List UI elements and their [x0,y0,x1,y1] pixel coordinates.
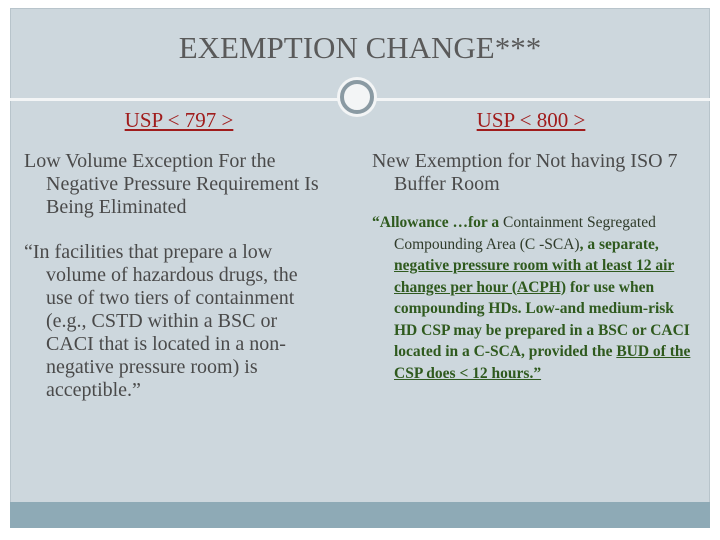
left-column: Low Volume Exception For the Negative Pr… [24,150,324,424]
footer-bar [10,502,710,528]
quote-run: for use when compounding HDs. Low-and me… [394,278,690,361]
bullet-text: Low Volume Exception For the Negative Pr… [24,150,319,218]
right-column: New Exemption for Not having ISO 7 Buffe… [372,150,697,406]
divider-circle [340,80,374,114]
quote-run: Containment Segregated Compounding Area … [394,214,656,253]
bullet-text: New Exemption for Not having ISO 7 Buffe… [372,150,678,195]
quote-run: “Allowance …for a [372,214,504,231]
slide-title: EXEMPTION CHANGE*** [178,30,542,65]
column-heading: USP < 797 > [124,108,234,132]
column-heading: USP < 800 > [476,108,586,132]
quote-run: , a separate, [579,235,659,253]
quote-run: BUD of the CSP does < 12 hours.” [394,343,691,382]
quote-run: negative pressure room with at least 12 … [394,257,675,296]
quote: “Allowance …for a Containment Segregated… [372,212,697,384]
bullet-text: “In facilities that prepare a low volume… [24,241,298,401]
